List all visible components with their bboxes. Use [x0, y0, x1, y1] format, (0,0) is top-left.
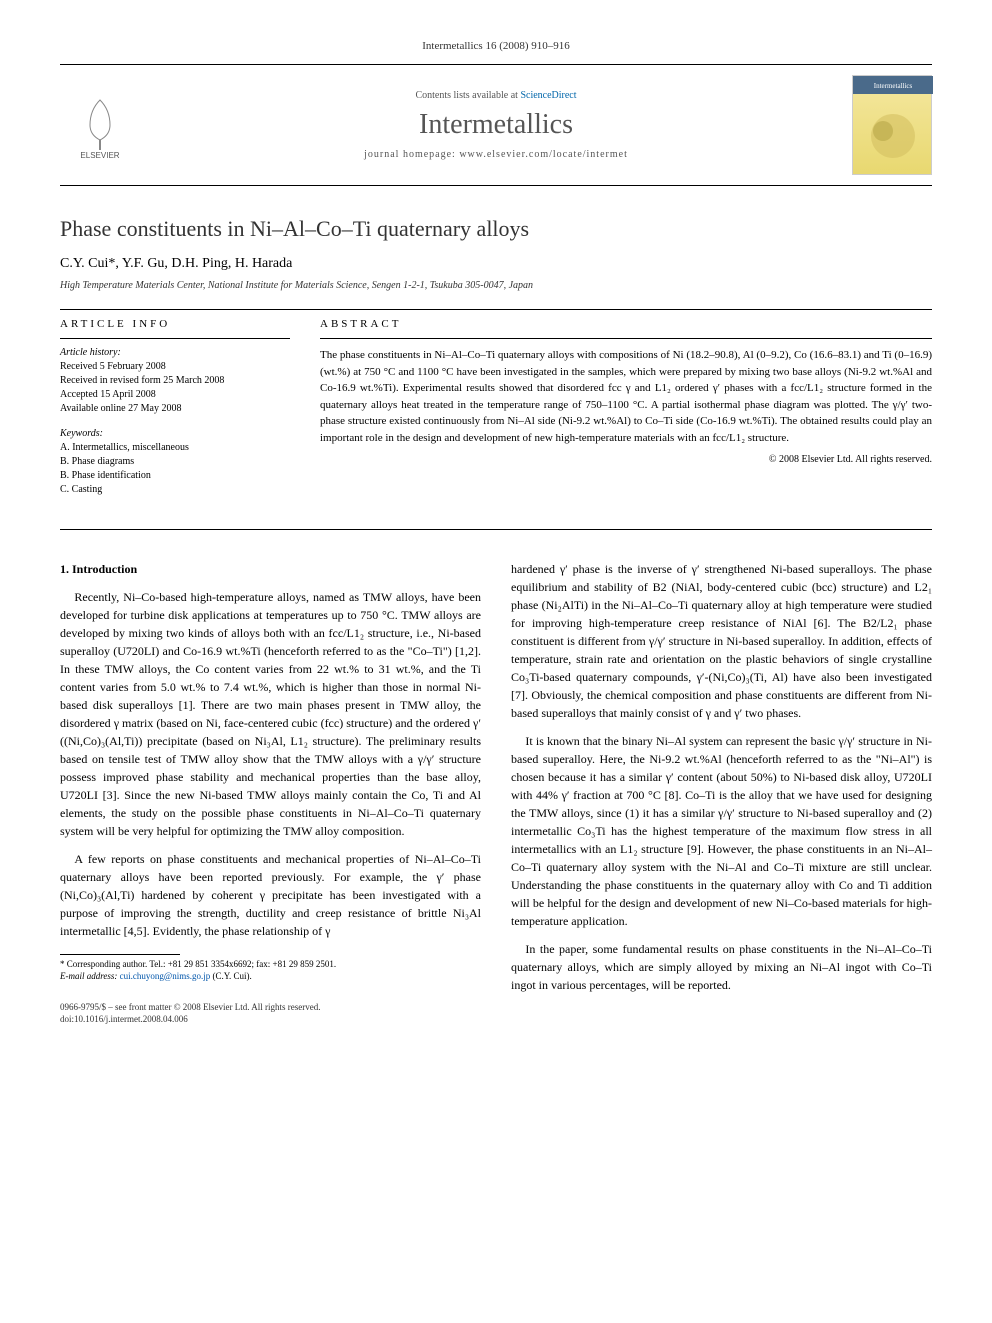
journal-homepage-line: journal homepage: www.elsevier.com/locat… [140, 149, 852, 160]
running-header: Intermetallics 16 (2008) 910–916 [60, 40, 932, 52]
keyword-line: C. Casting [60, 483, 290, 497]
author-list: C.Y. Cui*, Y.F. Gu, D.H. Ping, H. Harada [60, 256, 932, 272]
left-column: 1. Introduction Recently, Ni–Co-based hi… [60, 560, 481, 1026]
keywords-subheading: Keywords: [60, 428, 290, 439]
body-paragraph: It is known that the binary Ni–Al system… [511, 732, 932, 930]
journal-name: Intermetallics [140, 109, 852, 141]
footnote-tel-fax: * Corresponding author. Tel.: +81 29 851… [60, 959, 481, 971]
body-paragraph: A few reports on phase constituents and … [60, 850, 481, 940]
article-history-section: Article history: Received 5 February 200… [60, 347, 290, 416]
cover-image-icon: Intermetallics [853, 76, 933, 176]
keyword-line: B. Phase diagrams [60, 455, 290, 469]
history-line: Available online 27 May 2008 [60, 402, 290, 416]
article-title: Phase constituents in Ni–Al–Co–Ti quater… [60, 216, 932, 242]
divider [320, 338, 932, 339]
article-info-column: ARTICLE INFO Article history: Received 5… [60, 318, 290, 509]
cover-title: Intermetallics [874, 82, 913, 90]
footnote-separator [60, 954, 180, 955]
contents-text: Contents lists available at [415, 90, 520, 101]
history-line: Received 5 February 2008 [60, 360, 290, 374]
divider [60, 309, 932, 310]
keyword-line: A. Intermetallics, miscellaneous [60, 441, 290, 455]
keywords-section: Keywords: A. Intermetallics, miscellaneo… [60, 428, 290, 497]
footnote-email-line: E-mail address: cui.chuyong@nims.go.jp (… [60, 971, 481, 983]
divider [60, 338, 290, 339]
keyword-line: B. Phase identification [60, 469, 290, 483]
body-paragraph: hardened γ′ phase is the inverse of γ′ s… [511, 560, 932, 722]
info-abstract-row: ARTICLE INFO Article history: Received 5… [60, 318, 932, 509]
contents-available-line: Contents lists available at ScienceDirec… [140, 90, 852, 101]
abstract-heading: ABSTRACT [320, 318, 932, 330]
body-two-column: 1. Introduction Recently, Ni–Co-based hi… [60, 560, 932, 1026]
body-paragraph: In the paper, some fundamental results o… [511, 940, 932, 994]
right-column: hardened γ′ phase is the inverse of γ′ s… [511, 560, 932, 1026]
email-link[interactable]: cui.chuyong@nims.go.jp [120, 971, 211, 981]
history-line: Accepted 15 April 2008 [60, 388, 290, 402]
body-paragraph: Recently, Ni–Co-based high-temperature a… [60, 588, 481, 840]
article-info-heading: ARTICLE INFO [60, 318, 290, 330]
elsevier-tree-logo-icon: ELSEVIER [65, 90, 135, 160]
history-subheading: Article history: [60, 347, 290, 358]
history-line: Received in revised form 25 March 2008 [60, 374, 290, 388]
page-footer: 0966-9795/$ – see front matter © 2008 El… [60, 1002, 481, 1025]
email-author-suffix: (C.Y. Cui). [210, 971, 252, 981]
footer-copyright-line: 0966-9795/$ – see front matter © 2008 El… [60, 1002, 481, 1014]
footer-doi-line: doi:10.1016/j.intermet.2008.04.006 [60, 1014, 481, 1026]
homepage-url[interactable]: www.elsevier.com/locate/intermet [459, 149, 628, 160]
publisher-logo-block: ELSEVIER [60, 85, 140, 165]
journal-banner: ELSEVIER Contents lists available at Sci… [60, 64, 932, 186]
sciencedirect-link[interactable]: ScienceDirect [520, 90, 576, 101]
abstract-text: The phase constituents in Ni–Al–Co–Ti qu… [320, 347, 932, 446]
svg-text:ELSEVIER: ELSEVIER [80, 151, 119, 160]
affiliation: High Temperature Materials Center, Natio… [60, 280, 932, 291]
email-label: E-mail address: [60, 971, 120, 981]
section-heading-introduction: 1. Introduction [60, 560, 481, 578]
journal-cover-thumbnail: Intermetallics [852, 75, 932, 175]
banner-center: Contents lists available at ScienceDirec… [140, 90, 852, 160]
corresponding-author-footnote: * Corresponding author. Tel.: +81 29 851… [60, 959, 481, 982]
divider [60, 529, 932, 530]
abstract-copyright: © 2008 Elsevier Ltd. All rights reserved… [320, 454, 932, 465]
abstract-column: ABSTRACT The phase constituents in Ni–Al… [320, 318, 932, 509]
homepage-prefix: journal homepage: [364, 149, 459, 160]
